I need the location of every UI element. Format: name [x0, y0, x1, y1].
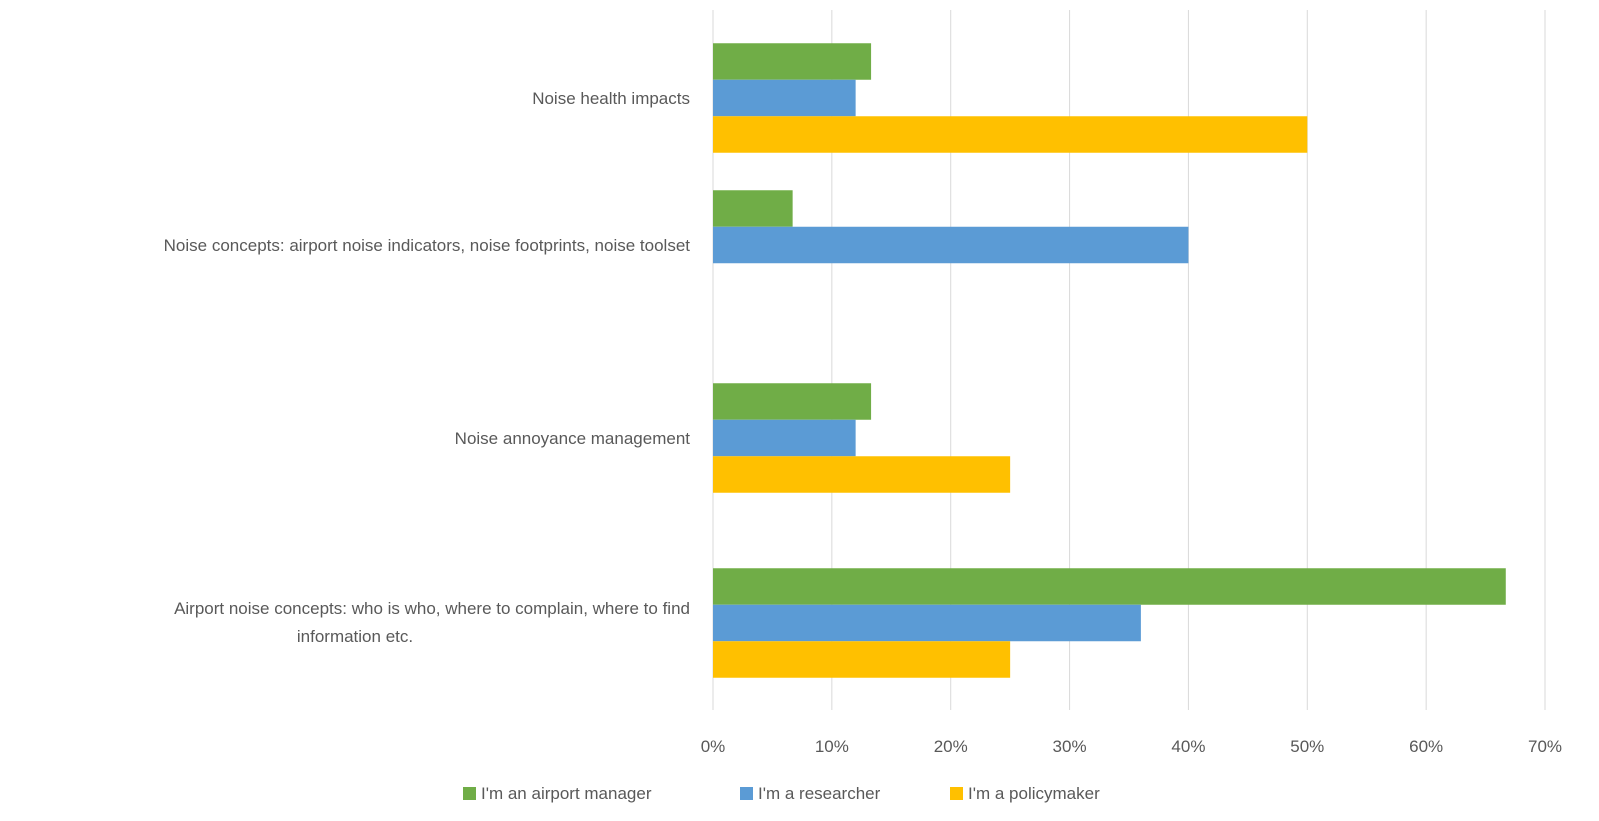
bar — [713, 383, 872, 420]
category-label: Airport noise concepts: who is who, wher… — [174, 599, 690, 618]
bar — [713, 79, 856, 117]
legend: I'm an airport manager I'm a researcher I'… — [463, 784, 1100, 803]
category-label: Noise concepts: airport noise indicators… — [164, 236, 691, 255]
x-tick-label: 10% — [815, 737, 849, 756]
bar — [713, 226, 1189, 264]
bar — [713, 190, 793, 227]
bar — [713, 456, 1011, 493]
category-label: Noise annoyance management — [455, 429, 691, 448]
bar — [713, 641, 1011, 678]
x-axis-ticks: 0% 10% 20% 30% 40% 50% 60% 70% — [701, 737, 1562, 756]
x-tick-label: 20% — [934, 737, 968, 756]
bar — [713, 419, 856, 457]
x-tick-label: 0% — [701, 737, 726, 756]
x-tick-label: 30% — [1053, 737, 1087, 756]
legend-swatch — [740, 787, 753, 800]
category-label: Noise health impacts — [532, 89, 690, 108]
legend-label: I'm an airport manager — [481, 784, 652, 803]
x-tick-label: 60% — [1409, 737, 1443, 756]
x-tick-label: 70% — [1528, 737, 1562, 756]
legend-swatch — [950, 787, 963, 800]
bars — [713, 43, 1506, 678]
bar — [713, 604, 1141, 642]
category-labels: Noise health impacts Noise concepts: airp… — [164, 89, 691, 646]
legend-swatch — [463, 787, 476, 800]
bar — [713, 116, 1308, 153]
legend-label: I'm a researcher — [758, 784, 881, 803]
bar — [713, 43, 872, 80]
x-tick-label: 50% — [1290, 737, 1324, 756]
bar — [713, 568, 1506, 605]
legend-label: I'm a policymaker — [968, 784, 1100, 803]
x-tick-label: 40% — [1171, 737, 1205, 756]
category-label-line2: information etc. — [297, 627, 413, 646]
